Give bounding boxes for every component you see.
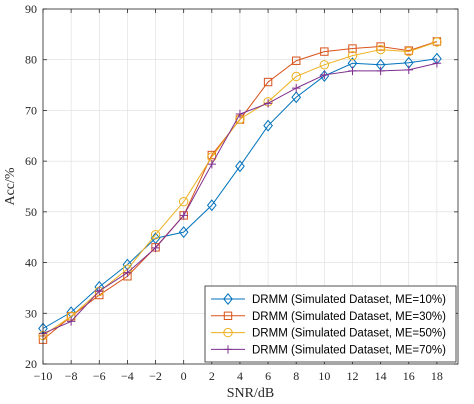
y-tick-label: 90: [25, 2, 37, 16]
x-tick-label: 8: [293, 369, 299, 383]
diamond-marker: [291, 91, 302, 104]
x-tick-label: 16: [403, 369, 415, 383]
plus-marker: [66, 317, 76, 326]
y-axis-label: Acc/%: [3, 167, 18, 205]
plus-marker: [151, 243, 160, 253]
plus-marker: [235, 109, 245, 119]
plus-marker: [292, 83, 301, 93]
plus-marker: [207, 159, 217, 169]
x-tick-label: 6: [265, 369, 271, 383]
x-tick-label: 2: [209, 369, 215, 383]
plus-marker: [320, 70, 329, 80]
legend-label: DRMM (Simulated Dataset, ME=10%): [252, 294, 446, 306]
x-tick-label: −2: [149, 369, 162, 383]
circle-marker: [319, 60, 330, 70]
square-marker: [320, 47, 329, 56]
y-tick-label: 40: [25, 256, 37, 270]
legend-label: DRMM (Simulated Dataset, ME=70%): [252, 344, 446, 356]
x-tick-label: 10: [318, 369, 330, 383]
legend-item: DRMM (Simulated Dataset, ME=50%): [211, 328, 446, 340]
legend-item: DRMM (Simulated Dataset, ME=30%): [211, 311, 446, 323]
diamond-marker: [263, 119, 273, 132]
plus-marker: [376, 66, 385, 76]
x-tick-label: 18: [431, 369, 443, 383]
circle-marker: [223, 327, 233, 338]
diamond-marker: [178, 226, 189, 239]
plus-marker: [404, 65, 413, 75]
x-tick-label: 14: [375, 369, 387, 383]
circle-marker: [291, 71, 301, 82]
series-4: [38, 59, 442, 338]
legend-label: DRMM (Simulated Dataset, ME=30%): [252, 311, 446, 323]
y-tick-label: 50: [25, 205, 37, 219]
x-tick-labels: −10 −8 −6 −4 −2 0 2 4 6 8 10 12 14 16 18: [34, 369, 443, 383]
x-tick-label: 4: [237, 369, 243, 383]
x-tick-label: −10: [34, 369, 53, 383]
x-tick-label: −8: [65, 369, 78, 383]
circle-marker: [432, 37, 442, 47]
plus-marker: [123, 268, 132, 277]
y-tick-label: 80: [25, 53, 37, 67]
circle-marker: [404, 46, 414, 57]
legend-box: [204, 285, 457, 363]
legend: DRMM (Simulated Dataset, ME=10%) DRMM (Si…: [204, 285, 457, 363]
plus-marker: [263, 99, 273, 108]
series-line: [42, 58, 437, 329]
square-marker: [263, 77, 273, 87]
x-tick-label: −6: [93, 369, 106, 383]
circle-marker: [178, 197, 189, 207]
plot-border: [42, 8, 459, 365]
plus-marker: [95, 286, 104, 296]
circle-marker: [375, 44, 386, 55]
square-marker: [223, 311, 233, 321]
x-tick-label: 12: [346, 369, 358, 383]
diamond-marker: [235, 160, 245, 173]
plus-marker: [179, 211, 188, 220]
plus-marker: [432, 59, 442, 68]
y-tick-label: 20: [25, 357, 37, 371]
circle-marker: [150, 229, 161, 240]
y-tick-label: 70: [25, 103, 37, 117]
plus-marker: [223, 345, 233, 354]
y-tick-label: 30: [25, 306, 37, 320]
series-line: [42, 41, 438, 337]
x-tick-label: 0: [181, 369, 187, 383]
series-layer: [38, 37, 442, 344]
circle-marker: [347, 50, 358, 61]
diamond-marker: [223, 293, 233, 305]
legend-label: DRMM (Simulated Dataset, ME=50%): [252, 328, 446, 340]
y-tick-labels: 20 30 40 50 60 70 80 90: [25, 2, 37, 371]
legend-item: DRMM (Simulated Dataset, ME=70%): [211, 344, 446, 356]
plus-marker: [348, 66, 357, 76]
diamond-marker: [206, 199, 217, 212]
legend-item: DRMM (Simulated Dataset, ME=10%): [211, 293, 446, 306]
y-tick-label: 60: [25, 154, 37, 168]
square-marker: [376, 42, 385, 51]
x-tick-label: −4: [121, 369, 134, 383]
square-marker: [292, 56, 301, 65]
square-marker: [348, 44, 357, 53]
x-axis-label: SNR/dB: [227, 386, 274, 401]
